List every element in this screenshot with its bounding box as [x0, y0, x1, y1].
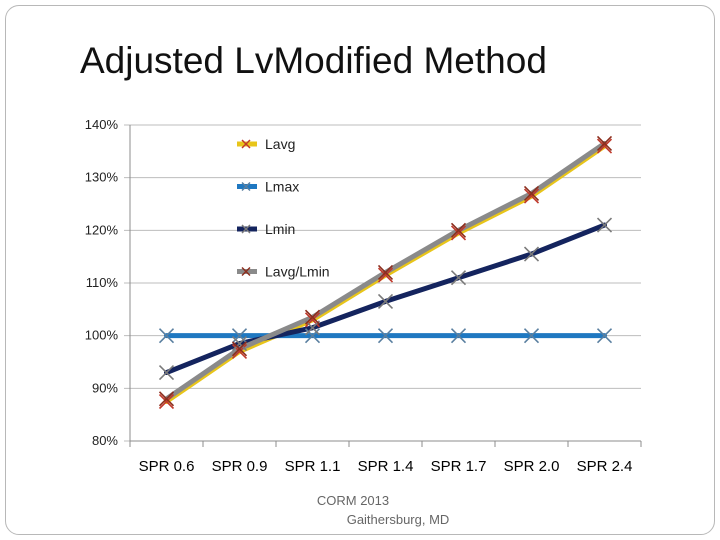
marker-stroke — [231, 343, 248, 360]
point-lmax — [158, 328, 175, 344]
footer-location: Gaithersburg, MD — [346, 512, 450, 527]
point-lmax — [377, 328, 394, 344]
point-lmax — [450, 328, 467, 344]
point-lavg — [231, 343, 248, 360]
marker-stroke — [377, 267, 394, 283]
axes: 80% 90% 100% 110% 120% 130% 140% SPR 0.6 SPR 0.9… — [85, 117, 642, 475]
point-lavg-lmin — [158, 391, 175, 407]
point-lmin — [450, 270, 467, 286]
series-line-lmin — [164, 222, 607, 376]
marker-stroke — [450, 328, 467, 344]
point-lavg — [523, 188, 540, 204]
marker-stroke — [231, 336, 248, 352]
point-lmin — [231, 336, 248, 352]
y-tick-label: 130% — [85, 170, 119, 185]
marker-stroke — [523, 328, 540, 344]
marker-stroke — [596, 138, 613, 154]
point-lavg — [377, 267, 394, 283]
x-tick-label: SPR 1.1 — [285, 458, 341, 475]
legend-label: Lmax — [265, 179, 299, 195]
marker-stroke — [158, 328, 175, 344]
y-tick-label: 100% — [85, 328, 119, 343]
marker-stroke — [523, 185, 540, 202]
legend-item-lavg: Lavg — [237, 136, 295, 152]
legend-label: Lavg/Lmin — [265, 264, 330, 280]
marker-stroke — [377, 264, 394, 281]
marker-stroke — [596, 328, 613, 344]
x-tick-label: SPR 2.4 — [577, 458, 633, 475]
point-lavg — [596, 138, 613, 154]
marker-stroke — [596, 217, 613, 233]
marker-stroke — [450, 270, 467, 286]
marker-stroke — [158, 391, 175, 407]
legend-label: Lmin — [265, 221, 295, 237]
marker-stroke — [523, 188, 540, 204]
point-lmax — [304, 328, 321, 344]
slide-title: Adjusted LvModified Method — [80, 40, 547, 81]
marker-stroke — [304, 320, 321, 336]
point-lmin — [377, 293, 394, 309]
point-lavg-lmin — [596, 135, 613, 151]
x-tick-label: SPR 1.7 — [431, 458, 487, 475]
x-tick-label: SPR 1.4 — [358, 458, 414, 475]
point-lavg-lmin — [231, 341, 248, 357]
y-tick-label: 80% — [92, 433, 118, 448]
marker-stroke — [304, 328, 321, 344]
legend-marker — [241, 266, 251, 277]
series-markers — [158, 135, 613, 410]
marker-stroke — [450, 225, 467, 241]
marker-stroke — [231, 328, 248, 344]
marker-stroke — [523, 246, 540, 262]
marker-stroke — [231, 341, 248, 357]
y-tick-label: 90% — [92, 380, 118, 395]
marker-stroke — [158, 393, 175, 410]
x-tick-label: SPR 0.6 — [139, 458, 195, 475]
point-lavg — [158, 393, 175, 410]
marker-stroke — [450, 222, 467, 238]
series-line-lavg-lmin — [164, 140, 607, 402]
legend-item-lmax: Lmax — [237, 179, 299, 195]
x-tick-label: SPR 2.0 — [504, 458, 560, 475]
point-lavg-lmin — [523, 185, 540, 202]
marker-stroke — [377, 293, 394, 309]
point-lmin — [596, 217, 613, 233]
point-lavg-lmin — [377, 264, 394, 281]
x-tick-label: SPR 0.9 — [212, 458, 268, 475]
marker-stroke — [158, 364, 175, 381]
point-lmin — [158, 364, 175, 381]
legend-marker — [241, 224, 251, 234]
marker-stroke — [596, 135, 613, 151]
point-lavg — [304, 312, 321, 328]
point-lmax — [596, 328, 613, 344]
point-lmax — [523, 328, 540, 344]
footer-conference: CORM 2013 — [316, 493, 390, 508]
marker-stroke — [304, 312, 321, 328]
legend-label: Lavg — [265, 136, 295, 152]
legend-marker — [241, 181, 251, 192]
y-tick-label: 120% — [85, 222, 119, 237]
point-lmin — [523, 246, 540, 262]
point-lmax — [231, 328, 248, 344]
slide-frame — [5, 5, 715, 535]
marker-stroke — [377, 328, 394, 344]
legend-item-lavg-lmin: Lavg/Lmin — [237, 264, 330, 280]
legend-marker — [241, 139, 251, 149]
point-lavg-lmin — [450, 222, 467, 238]
y-tick-label: 140% — [85, 117, 119, 132]
point-lavg-lmin — [304, 309, 321, 325]
point-lmin — [304, 320, 321, 336]
legend: Lavg Lmax Lmin Lavg/Lmin — [237, 136, 330, 280]
marker-stroke — [304, 309, 321, 325]
point-lavg — [450, 225, 467, 241]
legend-item-lmin: Lmin — [237, 221, 295, 237]
y-tick-label: 110% — [86, 275, 119, 290]
